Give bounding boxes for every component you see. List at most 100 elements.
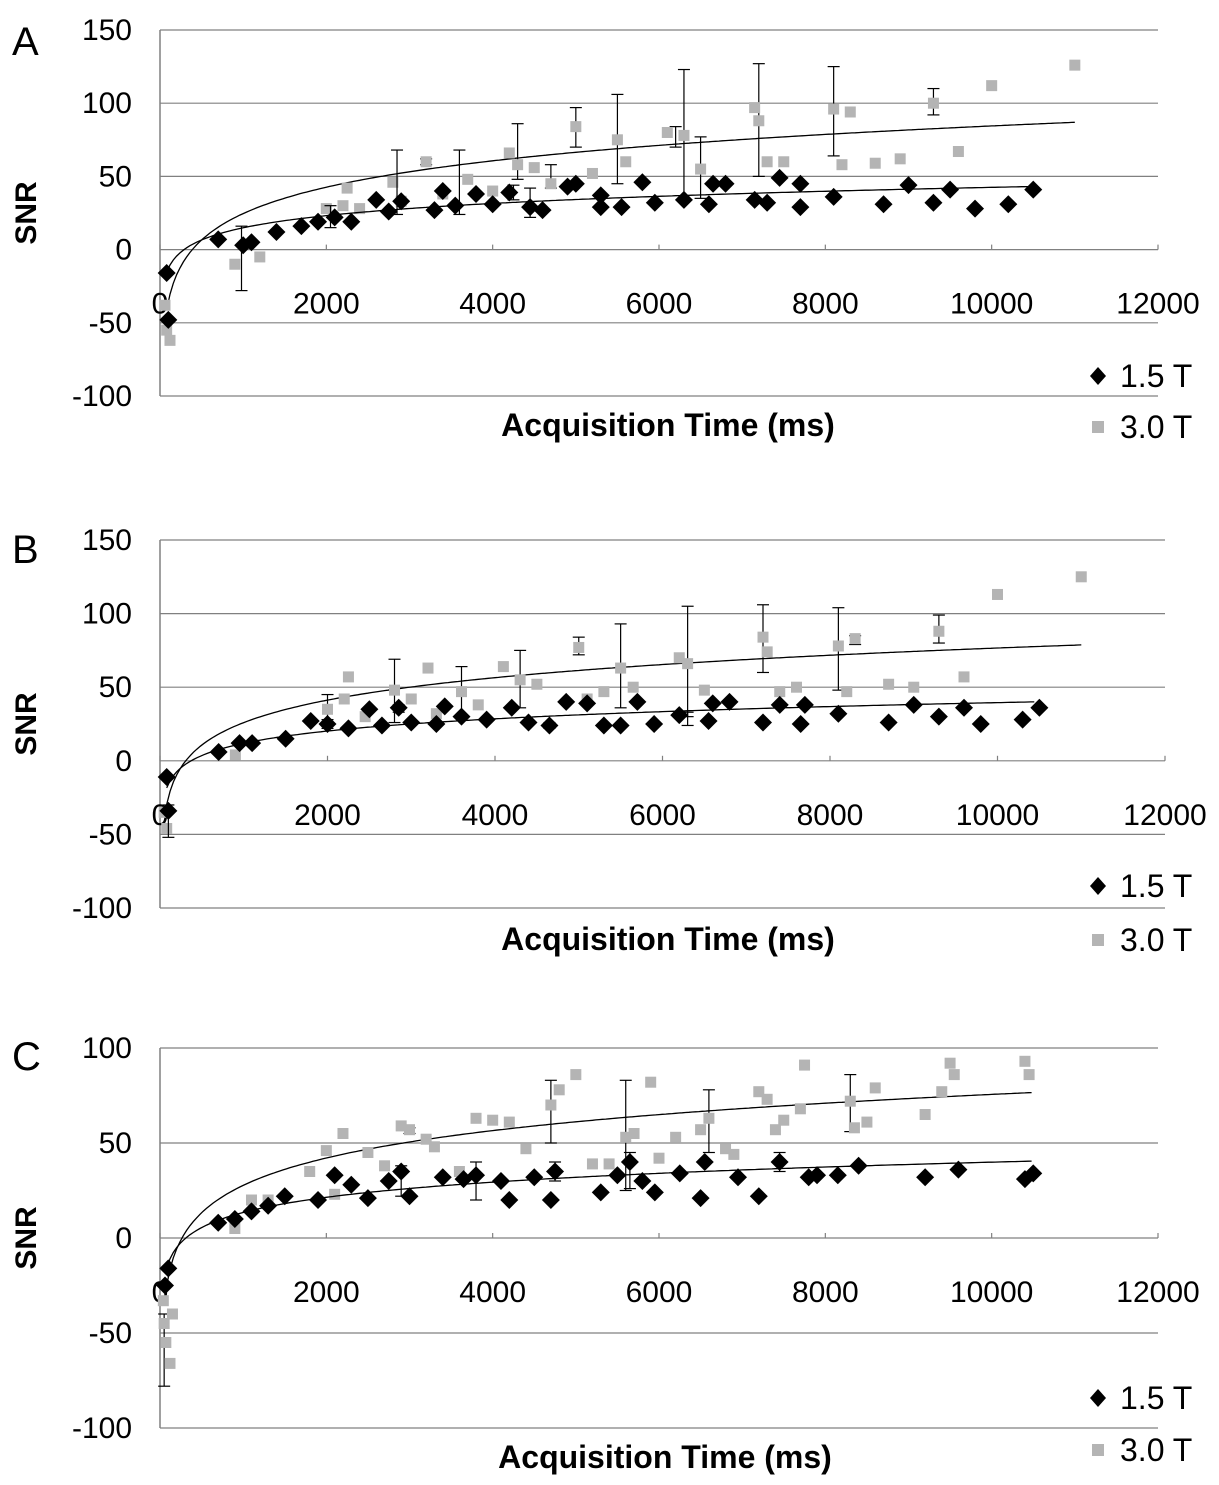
data-point-1-5t (360, 700, 379, 719)
data-point-3-0t (586, 1158, 598, 1170)
data-point-1-5t (633, 173, 652, 192)
data-point-1-5t (608, 1166, 627, 1185)
data-point-3-0t (769, 1124, 781, 1136)
data-point-3-0t (894, 153, 906, 165)
data-point-1-5t (824, 187, 843, 206)
data-point-1-5t (670, 1164, 689, 1183)
data-point-1-5t (309, 1191, 328, 1209)
data-point-1-5t (645, 193, 664, 212)
y-tick-label: -100 (72, 380, 132, 413)
data-point-3-0t (761, 646, 773, 658)
data-point-3-0t (229, 258, 241, 270)
data-point-3-0t (497, 661, 509, 673)
data-point-1-5t (242, 233, 261, 252)
data-point-1-5t (1030, 698, 1049, 717)
data-point-1-5t (325, 208, 344, 227)
data-point-3-0t (944, 1057, 956, 1069)
data-point-3-0t (320, 1145, 332, 1157)
data-point-3-0t (986, 80, 998, 92)
data-point-1-5t (745, 190, 764, 209)
x-tick-label: 10000 (956, 799, 1039, 832)
y-tick-label: -50 (89, 818, 132, 851)
data-point-1-5t (591, 1183, 610, 1202)
panel-b: 150100500-50-100020004000600080001000012… (10, 524, 1207, 958)
data-point-3-0t (158, 1318, 170, 1329)
data-point-1-5t (999, 195, 1018, 214)
y-tick-label: -100 (72, 1412, 132, 1445)
data-point-3-0t (948, 1069, 960, 1081)
data-point-1-5t (716, 174, 735, 193)
data-point-1-5t (770, 1153, 789, 1171)
x-tick-label: 2000 (293, 1276, 360, 1309)
data-point-3-0t (645, 1076, 657, 1088)
data-point-3-0t (362, 1147, 374, 1158)
data-point-1-5t (691, 1189, 710, 1208)
data-point-3-0t (229, 749, 241, 761)
data-point-1-5t (791, 174, 810, 193)
x-tick-label: 2000 (294, 799, 361, 832)
data-point-1-5t (209, 1213, 228, 1232)
data-point-3-0t (379, 1160, 391, 1172)
data-point-1-5t (541, 1191, 560, 1209)
data-point-1-5t (540, 716, 559, 735)
data-point-3-0t (387, 176, 399, 188)
data-point-3-0t (698, 684, 710, 696)
x-tick-label: 6000 (626, 288, 693, 321)
data-point-3-0t (404, 1124, 415, 1136)
data-point-1-5t (699, 712, 718, 731)
data-point-3-0t (661, 126, 673, 138)
data-point-1-5t (159, 310, 178, 329)
data-point-3-0t (405, 693, 417, 705)
data-point-3-0t (395, 1120, 407, 1132)
data-point-1-5t (467, 184, 486, 203)
data-point-1-5t (433, 182, 452, 201)
y-axis-label: SNR (10, 1206, 43, 1270)
data-point-3-0t (828, 103, 840, 115)
data-point-3-0t (841, 686, 853, 698)
data-point-3-0t (703, 1112, 715, 1124)
x-axis-label: Acquisition Time (ms) (498, 1439, 832, 1475)
data-point-3-0t (160, 1337, 172, 1348)
data-point-1-5t (791, 715, 810, 733)
data-point-1-5t (379, 1172, 398, 1190)
data-point-1-5t (828, 1166, 847, 1185)
data-point-3-0t (1019, 1055, 1031, 1067)
data-point-1-5t (703, 694, 722, 713)
data-point-1-5t (720, 692, 739, 711)
data-point-3-0t (678, 129, 690, 141)
y-tick-label: 50 (99, 1127, 132, 1160)
data-point-1-5t (477, 710, 496, 729)
data-point-3-0t (338, 693, 350, 705)
data-point-3-0t (799, 1059, 811, 1071)
data-point-1-5t (591, 198, 610, 217)
data-point-3-0t (531, 678, 543, 690)
data-point-1-5t (879, 713, 898, 732)
x-tick-label: 4000 (459, 288, 526, 321)
data-point-1-5t (704, 174, 723, 193)
data-point-1-5t (578, 694, 597, 713)
legend-label-1-5t: 1.5 T (1120, 868, 1192, 904)
data-point-3-0t (545, 178, 557, 190)
y-tick-label: 150 (82, 14, 132, 47)
data-point-3-0t (670, 1131, 682, 1143)
data-point-3-0t (422, 662, 434, 674)
data-point-3-0t (682, 658, 694, 670)
data-point-1-5t (325, 1166, 344, 1185)
x-axis-label: Acquisition Time (ms) (501, 921, 835, 957)
data-point-1-5t (645, 1183, 664, 1202)
panel-label: A (12, 20, 39, 64)
data-point-1-5t (230, 734, 249, 753)
data-point-3-0t (794, 1103, 806, 1115)
data-point-1-5t (500, 1191, 519, 1209)
data-point-1-5t (791, 198, 810, 217)
data-point-3-0t (472, 699, 484, 711)
y-tick-label: 0 (115, 234, 132, 267)
data-point-1-5t (770, 168, 789, 187)
data-point-1-5t (966, 199, 985, 218)
data-point-1-5t (904, 695, 923, 714)
x-tick-label: 12000 (1116, 288, 1199, 321)
data-point-3-0t (245, 1194, 257, 1206)
data-point-1-5t (259, 1196, 278, 1215)
data-point-1-5t (594, 716, 613, 735)
